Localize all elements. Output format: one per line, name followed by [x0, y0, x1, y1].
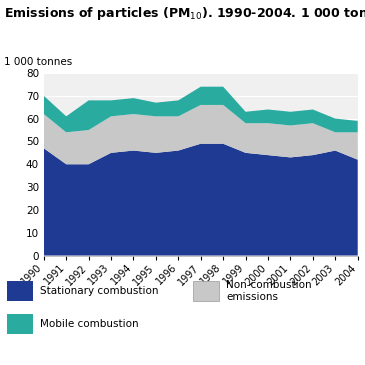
- Text: Non-combustion
emissions: Non-combustion emissions: [226, 280, 312, 302]
- Text: Emissions of particles (PM$_{10}$). 1990-2004. 1 000 tonnes: Emissions of particles (PM$_{10}$). 1990…: [4, 5, 365, 23]
- Bar: [193, 281, 219, 301]
- Bar: [7, 281, 33, 301]
- Text: 1 000 tonnes: 1 000 tonnes: [4, 57, 72, 66]
- Bar: [7, 314, 33, 334]
- Text: Mobile combustion: Mobile combustion: [40, 319, 139, 329]
- Text: Stationary combustion: Stationary combustion: [40, 286, 159, 296]
